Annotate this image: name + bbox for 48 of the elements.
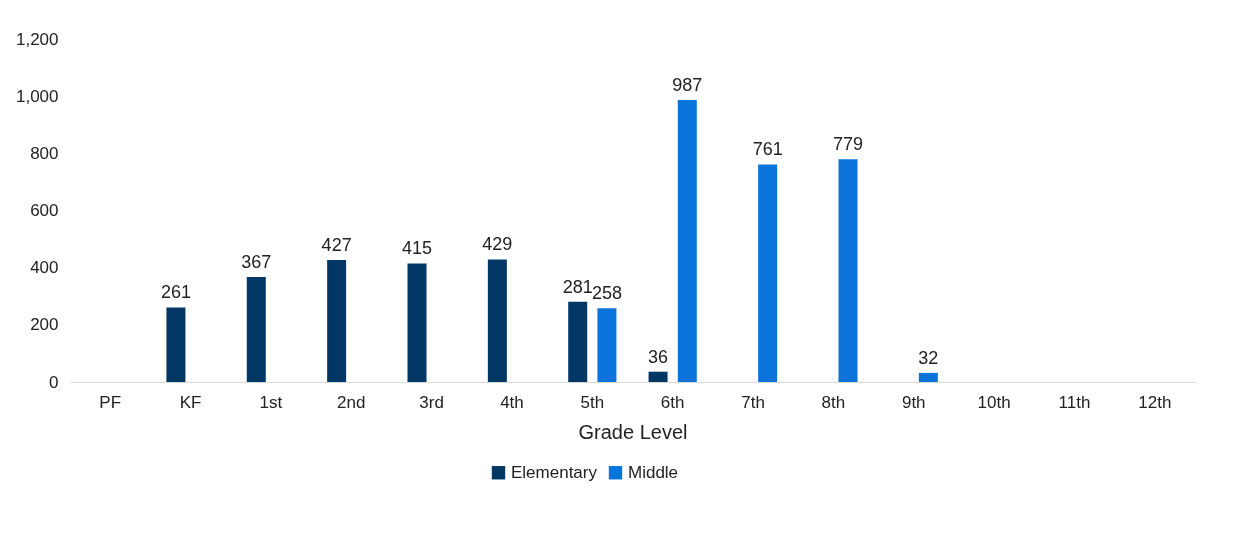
data-label: 261 bbox=[160, 282, 191, 303]
legend-label: Elementary bbox=[511, 462, 598, 482]
y-tick-label: 1,200 bbox=[15, 29, 59, 49]
x-tick-label: 6th bbox=[660, 392, 685, 412]
x-tick-label: 1st bbox=[259, 392, 283, 412]
x-tick-label: KF bbox=[179, 392, 202, 412]
bar bbox=[407, 263, 427, 382]
y-tick-label: 800 bbox=[30, 143, 59, 163]
x-tick-label: PF bbox=[99, 392, 122, 412]
bar bbox=[327, 259, 347, 382]
data-label: 32 bbox=[918, 347, 939, 368]
bar bbox=[166, 307, 186, 382]
bar bbox=[918, 372, 938, 382]
data-label: 779 bbox=[832, 134, 864, 155]
bar bbox=[677, 99, 697, 382]
data-label: 36 bbox=[648, 346, 669, 367]
legend-label: Middle bbox=[628, 462, 679, 482]
data-label: 367 bbox=[241, 252, 272, 273]
x-tick-label: 4th bbox=[500, 392, 524, 412]
x-tick-label: 11th bbox=[1058, 392, 1091, 412]
data-label: 281 bbox=[562, 276, 593, 297]
x-tick-label: 9th bbox=[901, 392, 926, 412]
bar bbox=[758, 164, 778, 382]
data-label: 415 bbox=[401, 238, 433, 259]
y-tick-label: 0 bbox=[49, 372, 59, 392]
bar bbox=[838, 159, 858, 382]
x-axis-title: Grade Level bbox=[578, 420, 688, 443]
bar bbox=[487, 259, 507, 382]
bar bbox=[568, 301, 588, 382]
y-tick-label: 200 bbox=[30, 315, 59, 335]
data-label: 427 bbox=[321, 234, 352, 255]
x-tick-label: 2nd bbox=[337, 392, 366, 412]
bar bbox=[246, 277, 266, 382]
x-tick-label: 3rd bbox=[419, 392, 444, 412]
data-label: 761 bbox=[752, 139, 783, 160]
y-tick-label: 1,000 bbox=[15, 86, 59, 106]
data-label: 429 bbox=[482, 234, 513, 255]
x-tick-label: 8th bbox=[821, 392, 846, 412]
data-label: 987 bbox=[672, 74, 703, 95]
bar bbox=[648, 371, 668, 382]
x-tick-label: 10th bbox=[977, 392, 1011, 412]
y-tick-label: 600 bbox=[30, 201, 59, 220]
x-tick-label: 5th bbox=[580, 392, 605, 412]
x-tick-label: 7th bbox=[741, 392, 765, 412]
x-tick-label: 12th bbox=[1138, 392, 1172, 412]
bar bbox=[597, 308, 617, 382]
y-tick-label: 400 bbox=[30, 258, 59, 278]
data-label: 258 bbox=[591, 283, 622, 304]
